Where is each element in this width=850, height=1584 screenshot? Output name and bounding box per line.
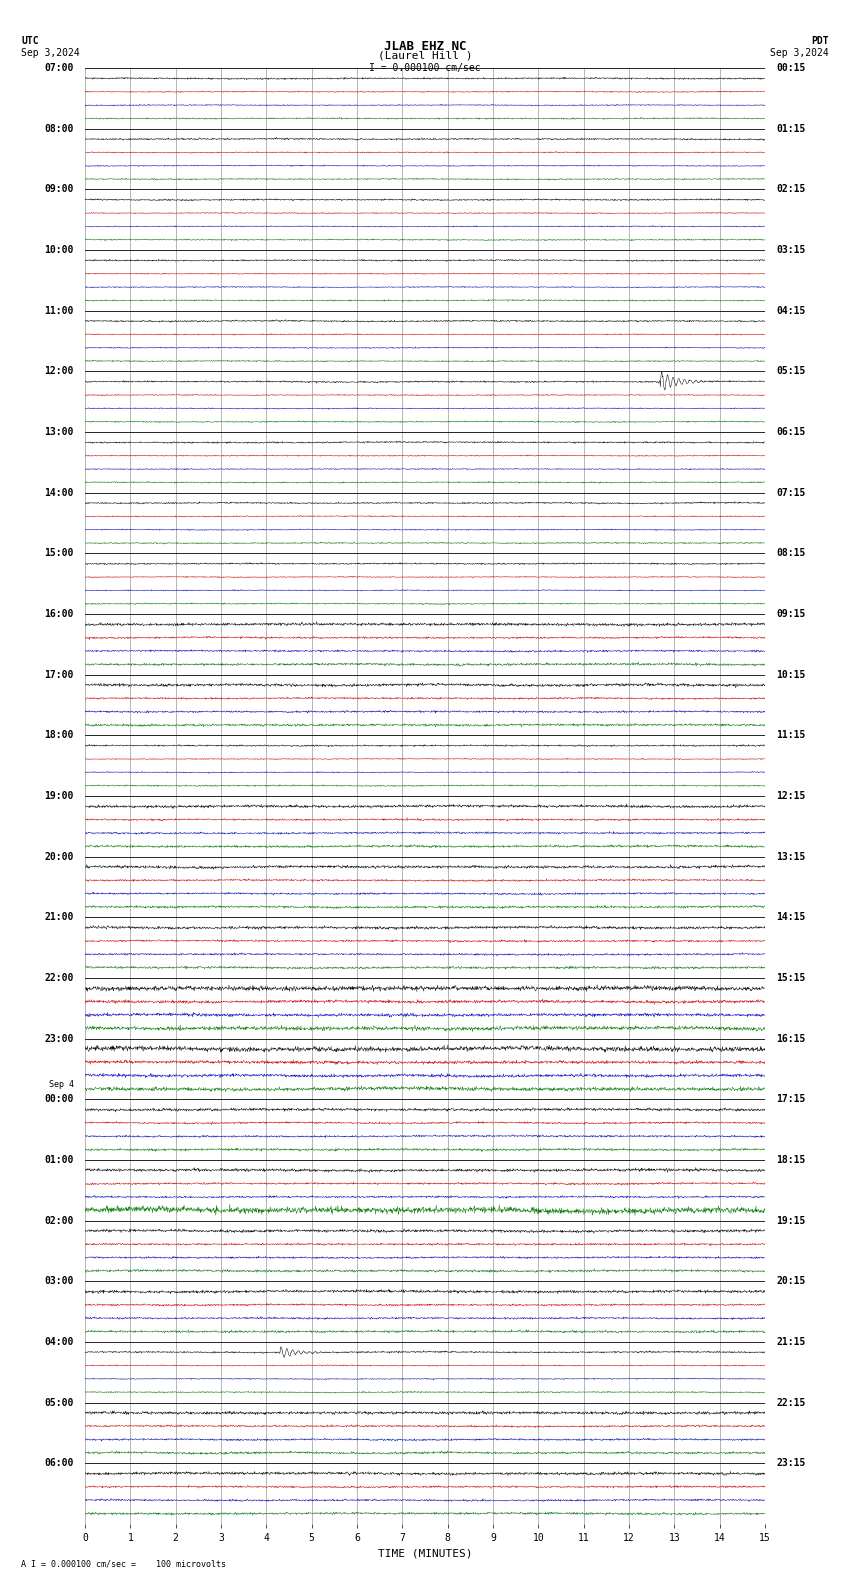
Text: 04:15: 04:15 [776,306,806,315]
Text: 21:00: 21:00 [44,912,74,922]
Text: (Laurel Hill ): (Laurel Hill ) [377,51,473,60]
Text: 03:00: 03:00 [44,1277,74,1286]
X-axis label: TIME (MINUTES): TIME (MINUTES) [377,1549,473,1559]
Text: 18:15: 18:15 [776,1155,806,1164]
Text: 16:00: 16:00 [44,608,74,619]
Text: 14:15: 14:15 [776,912,806,922]
Text: 06:00: 06:00 [44,1459,74,1468]
Text: 15:00: 15:00 [44,548,74,558]
Text: 02:15: 02:15 [776,184,806,195]
Text: I = 0.000100 cm/sec: I = 0.000100 cm/sec [369,63,481,73]
Text: 17:00: 17:00 [44,670,74,680]
Text: 05:15: 05:15 [776,366,806,377]
Text: 14:00: 14:00 [44,488,74,497]
Text: 04:00: 04:00 [44,1337,74,1346]
Text: 00:15: 00:15 [776,63,806,73]
Text: 11:00: 11:00 [44,306,74,315]
Text: 02:00: 02:00 [44,1215,74,1226]
Text: 17:15: 17:15 [776,1095,806,1104]
Text: Sep 4: Sep 4 [48,1080,74,1088]
Text: JLAB EHZ NC: JLAB EHZ NC [383,40,467,52]
Text: 20:00: 20:00 [44,852,74,862]
Text: A I = 0.000100 cm/sec =    100 microvolts: A I = 0.000100 cm/sec = 100 microvolts [21,1559,226,1568]
Text: 08:00: 08:00 [44,124,74,133]
Text: 12:00: 12:00 [44,366,74,377]
Text: 13:00: 13:00 [44,428,74,437]
Text: 22:00: 22:00 [44,973,74,984]
Text: 07:00: 07:00 [44,63,74,73]
Text: 22:15: 22:15 [776,1397,806,1408]
Text: 10:00: 10:00 [44,246,74,255]
Text: 01:15: 01:15 [776,124,806,133]
Text: 11:15: 11:15 [776,730,806,740]
Text: 16:15: 16:15 [776,1034,806,1044]
Text: Sep 3,2024: Sep 3,2024 [21,48,80,57]
Text: 20:15: 20:15 [776,1277,806,1286]
Text: 09:15: 09:15 [776,608,806,619]
Text: 08:15: 08:15 [776,548,806,558]
Text: 13:15: 13:15 [776,852,806,862]
Text: 03:15: 03:15 [776,246,806,255]
Text: 00:00: 00:00 [44,1095,74,1104]
Text: 19:15: 19:15 [776,1215,806,1226]
Text: 21:15: 21:15 [776,1337,806,1346]
Text: 23:00: 23:00 [44,1034,74,1044]
Text: 07:15: 07:15 [776,488,806,497]
Text: 06:15: 06:15 [776,428,806,437]
Text: 23:15: 23:15 [776,1459,806,1468]
Text: 19:00: 19:00 [44,790,74,802]
Text: 05:00: 05:00 [44,1397,74,1408]
Text: UTC: UTC [21,36,39,46]
Text: 09:00: 09:00 [44,184,74,195]
Text: 12:15: 12:15 [776,790,806,802]
Text: 01:00: 01:00 [44,1155,74,1164]
Text: 15:15: 15:15 [776,973,806,984]
Text: PDT: PDT [811,36,829,46]
Text: Sep 3,2024: Sep 3,2024 [770,48,829,57]
Text: 10:15: 10:15 [776,670,806,680]
Text: 18:00: 18:00 [44,730,74,740]
